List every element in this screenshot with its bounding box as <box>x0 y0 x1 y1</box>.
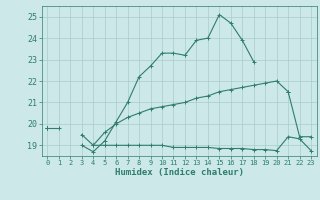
X-axis label: Humidex (Indice chaleur): Humidex (Indice chaleur) <box>115 168 244 177</box>
